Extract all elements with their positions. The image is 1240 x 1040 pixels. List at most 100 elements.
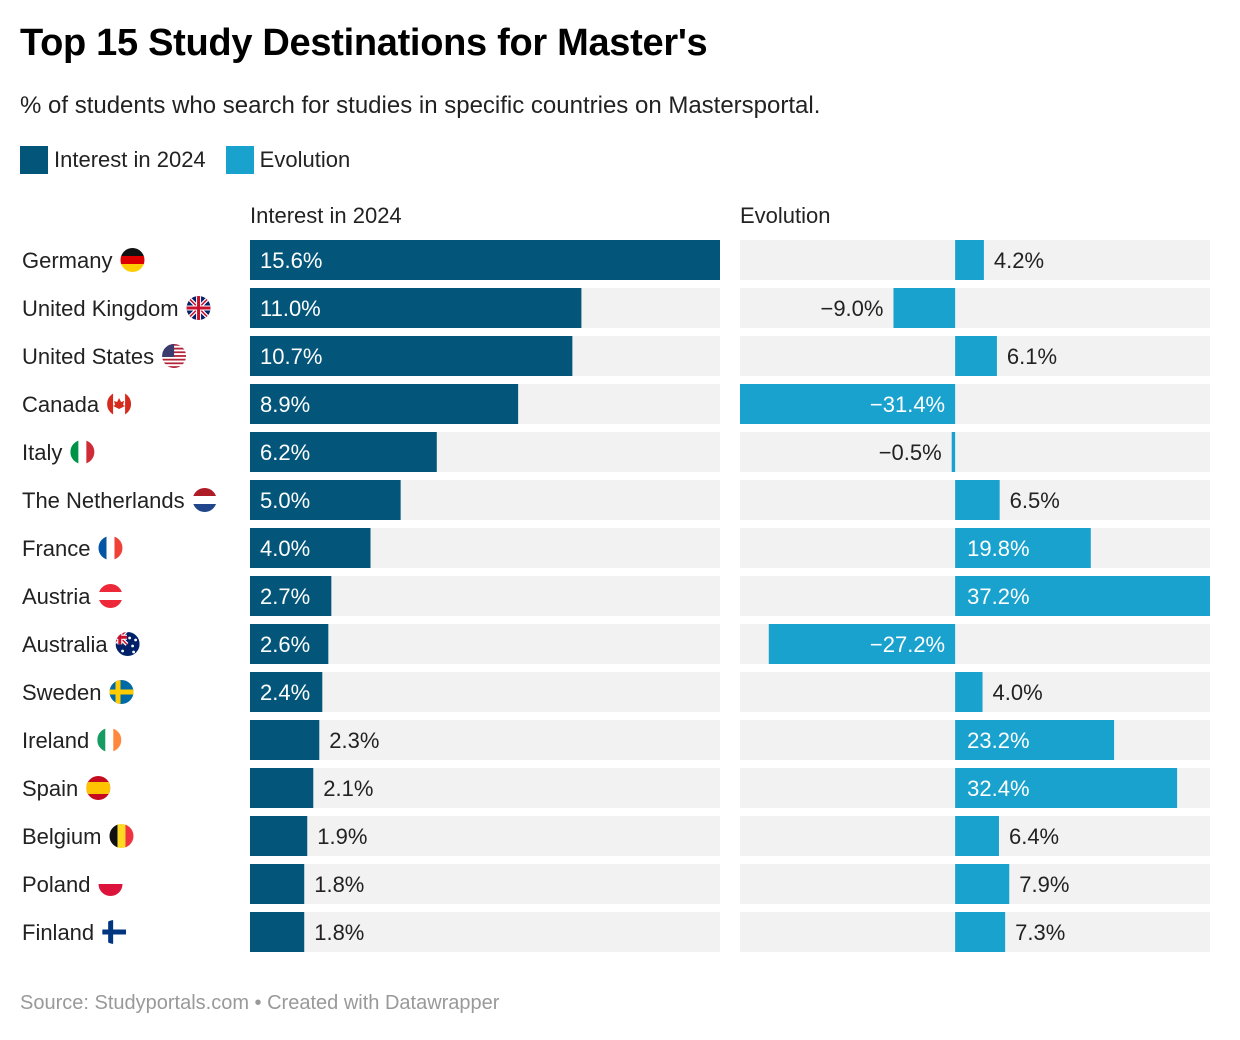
interest-value-label: 15.6% — [260, 248, 322, 273]
belgium-flag-icon — [109, 824, 134, 848]
interest-bar — [250, 384, 519, 424]
country-label: Austria — [22, 584, 91, 609]
evolution-bar — [955, 480, 1000, 520]
interest-bar-background — [250, 912, 720, 952]
evolution-bar — [955, 768, 1178, 808]
country-label: Italy — [22, 440, 62, 465]
evolution-value-label: −0.5% — [879, 440, 942, 465]
column-header-evolution: Evolution — [740, 203, 831, 228]
interest-value-label: 1.9% — [317, 824, 367, 849]
source-note: Source: Studyportals.com • Created with … — [20, 992, 500, 1014]
country-label: Poland — [22, 872, 91, 897]
table-row: Ireland 2.3% 23.2% — [22, 720, 1210, 760]
country-label: Ireland — [22, 728, 89, 753]
evolution-bar — [893, 288, 956, 328]
interest-bar — [250, 672, 323, 712]
interest-bar — [250, 912, 305, 952]
interest-bar — [250, 768, 314, 808]
poland-flag-icon — [98, 872, 123, 896]
evolution-value-label: 7.3% — [1015, 920, 1065, 945]
spain-flag-icon — [86, 776, 111, 800]
evolution-bar-background — [740, 288, 1210, 328]
legend-label-interest: Interest in 2024 — [54, 147, 206, 172]
table-row: Belgium 1.9% 6.4% — [22, 816, 1210, 856]
evolution-value-label: −31.4% — [870, 392, 945, 417]
interest-value-label: 8.9% — [260, 392, 310, 417]
table-row: United Kingdom 11.0% −9.0% — [22, 288, 1210, 328]
interest-value-label: 11.0% — [260, 296, 321, 321]
legend: Interest in 2024 Evolution — [20, 146, 350, 174]
legend-swatch-evolution — [225, 146, 254, 174]
australia-flag-icon — [115, 632, 140, 656]
evolution-bar — [955, 912, 1006, 952]
interest-bar — [250, 288, 582, 328]
evolution-value-label: 4.2% — [994, 248, 1044, 273]
interest-bar-background — [250, 720, 720, 760]
interest-bar — [250, 336, 573, 376]
country-label: Belgium — [22, 824, 101, 849]
country-label: France — [22, 536, 90, 561]
legend-label-evolution: Evolution — [259, 147, 351, 172]
evolution-value-label: 7.9% — [1019, 872, 1069, 897]
evolution-bar — [955, 336, 997, 376]
table-row: France 4.0% 19.8% — [22, 528, 1210, 568]
interest-bar — [250, 624, 329, 664]
evolution-bar-background — [740, 432, 1210, 472]
interest-value-label: 5.0% — [260, 488, 310, 513]
interest-value-label: 2.3% — [329, 728, 379, 753]
country-label: Canada — [22, 392, 100, 417]
interest-bar — [250, 576, 332, 616]
interest-value-label: 2.7% — [260, 584, 310, 609]
canada-flag-icon — [107, 392, 132, 416]
interest-bar-background — [250, 672, 720, 712]
evolution-value-label: 4.0% — [993, 680, 1043, 705]
ireland-flag-icon — [97, 728, 122, 752]
table-row: Australia 2.6% −27.2% — [22, 624, 1210, 664]
chart-title: Top 15 Study Destinations for Master's — [20, 22, 708, 64]
table-row: The Netherlands 5.0% 6.5% — [22, 480, 1210, 520]
evolution-value-label: 19.8% — [967, 536, 1029, 561]
interest-value-label: 2.4% — [260, 680, 310, 705]
interest-bar — [250, 864, 305, 904]
interest-bar-background — [250, 768, 720, 808]
interest-value-label: 1.8% — [314, 872, 364, 897]
evolution-bar — [955, 720, 1115, 760]
interest-bar — [250, 432, 437, 472]
interest-value-label: 4.0% — [260, 536, 310, 561]
uk-flag-icon — [186, 296, 211, 320]
table-row: Finland 1.8% 7.3% — [22, 912, 1210, 952]
evolution-value-label: 6.4% — [1009, 824, 1059, 849]
evolution-value-label: 32.4% — [967, 776, 1029, 801]
country-label: Germany — [22, 248, 112, 273]
country-label: Spain — [22, 776, 78, 801]
germany-flag-icon — [120, 248, 145, 272]
country-label: United Kingdom — [22, 296, 179, 321]
interest-value-label: 6.2% — [260, 440, 310, 465]
austria-flag-icon — [98, 584, 123, 608]
interest-value-label: 2.6% — [260, 632, 310, 657]
column-header-interest: Interest in 2024 — [250, 203, 402, 228]
legend-item-evolution: Evolution — [225, 146, 351, 174]
evolution-bar — [740, 384, 956, 424]
table-row: Poland 1.8% 7.9% — [22, 864, 1210, 904]
evolution-bar — [951, 432, 956, 472]
evolution-bar — [955, 816, 999, 856]
table-row: Spain 2.1% 32.4% — [22, 768, 1210, 808]
evolution-bar — [955, 240, 984, 280]
table-row: Italy 6.2% −0.5% — [22, 432, 1210, 472]
interest-bar — [250, 480, 401, 520]
evolution-value-label: 6.1% — [1007, 344, 1057, 369]
evolution-bar — [768, 624, 956, 664]
legend-item-interest: Interest in 2024 — [20, 146, 206, 174]
evolution-value-label: −9.0% — [820, 296, 883, 321]
table-row: Austria 2.7% 37.2% — [22, 576, 1210, 616]
netherlands-flag-icon — [192, 488, 217, 512]
country-label: United States — [22, 344, 154, 369]
country-label: Sweden — [22, 680, 102, 705]
evolution-value-label: 6.5% — [1010, 488, 1060, 513]
italy-flag-icon — [70, 440, 95, 464]
evolution-value-label: −27.2% — [870, 632, 945, 657]
interest-bar-background — [250, 864, 720, 904]
legend-swatch-interest — [20, 146, 48, 174]
country-label: The Netherlands — [22, 488, 185, 513]
